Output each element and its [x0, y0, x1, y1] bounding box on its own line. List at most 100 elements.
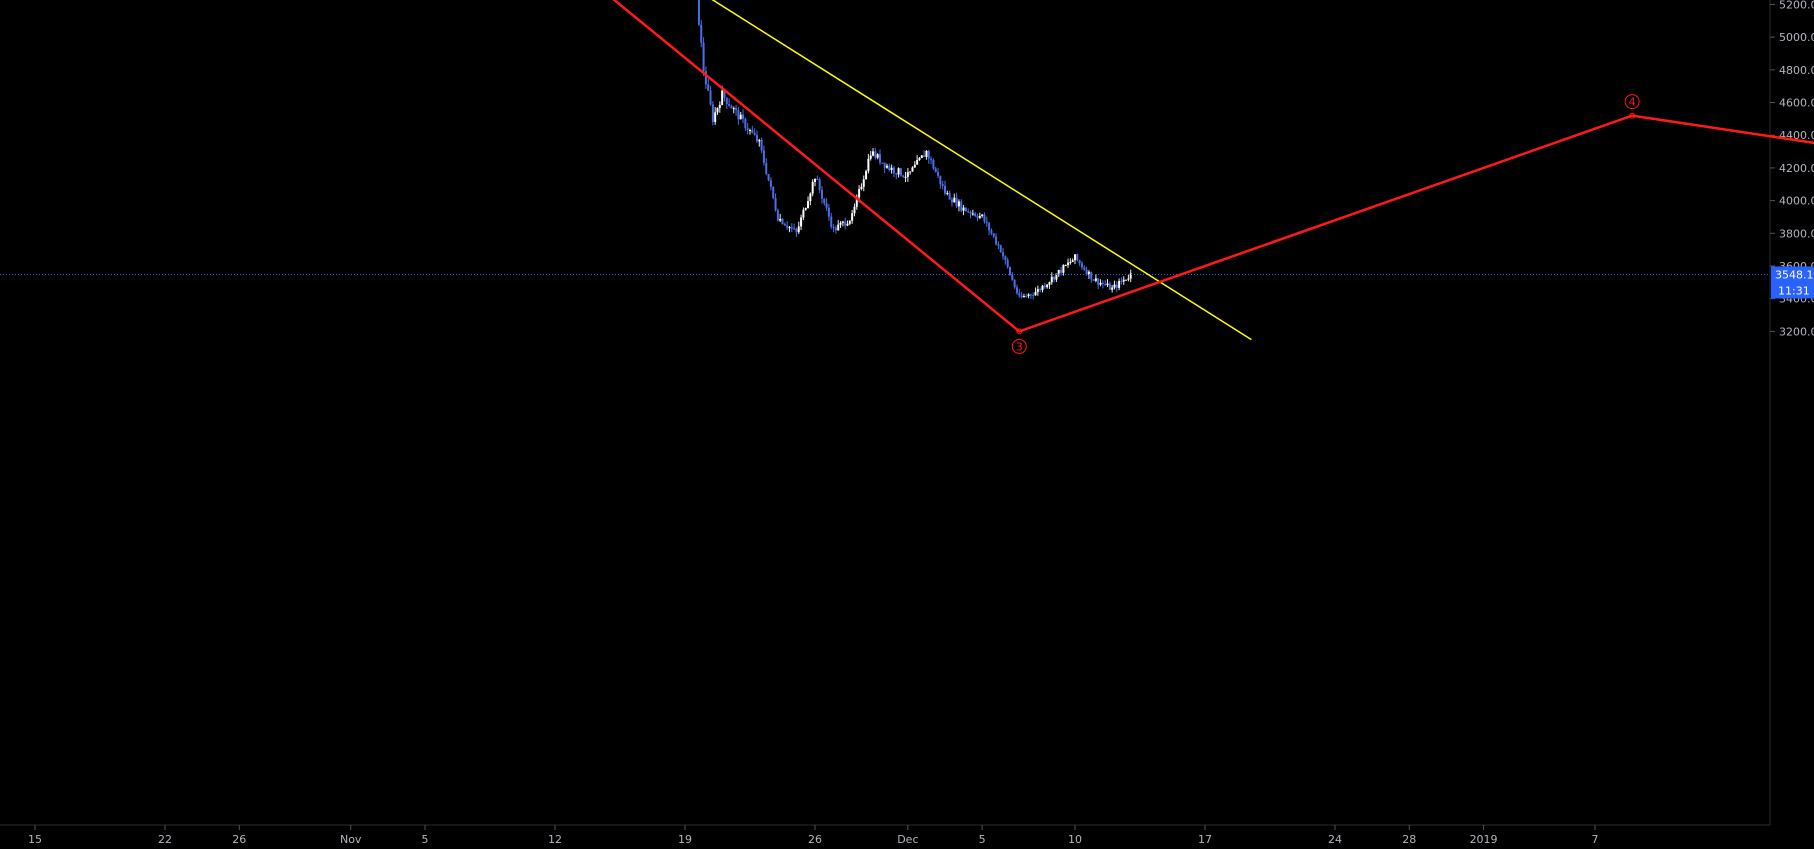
wave-label-3: 3: [1016, 340, 1023, 353]
candle-body: [1087, 271, 1090, 275]
candle-body: [890, 167, 893, 171]
candle-body: [751, 130, 754, 133]
candle-body: [923, 155, 926, 157]
candle-body: [1122, 279, 1125, 282]
candle-body: [911, 167, 914, 172]
candle-body: [769, 180, 772, 187]
candle-body: [795, 228, 798, 233]
candle-body: [1115, 284, 1118, 288]
time-tick-label: 26: [808, 833, 822, 846]
time-tick-label: 15: [28, 833, 42, 846]
candle-body: [946, 192, 949, 194]
countdown-badge: [1771, 282, 1814, 299]
candle-body: [1043, 285, 1046, 288]
candle-body: [888, 165, 891, 171]
candle-body: [848, 220, 851, 224]
countdown-label: 11:31: [1778, 284, 1810, 297]
candle-body: [909, 171, 912, 173]
candle-body: [781, 218, 784, 225]
candle-body: [702, 42, 705, 72]
candle-body: [930, 158, 933, 161]
red-elliott-wave[interactable]: [16, 0, 1814, 333]
wave-label-circle[interactable]: [1011, 338, 1027, 354]
candle-body: [772, 186, 775, 198]
candle-body: [814, 179, 816, 182]
time-tick-label: 5: [422, 833, 429, 846]
candle-body: [723, 90, 726, 98]
candle-body: [753, 132, 756, 135]
price-tick-label: 4200.0: [1779, 162, 1814, 175]
candle-body: [732, 108, 735, 110]
candle-body: [944, 185, 946, 194]
time-tick-label: 7: [1592, 833, 1599, 846]
candle-body: [974, 213, 977, 217]
candle-body: [839, 222, 842, 225]
candle-body: [825, 203, 828, 208]
candle-body: [1032, 295, 1035, 297]
candle-body: [862, 179, 865, 187]
current-price-label: 3548.1: [1775, 268, 1814, 281]
candle-body: [916, 159, 919, 165]
candle-body: [711, 104, 714, 123]
candle-body: [1111, 287, 1114, 290]
time-tick-label: 22: [158, 833, 172, 846]
candle-body: [976, 216, 979, 218]
candle-body: [786, 225, 789, 228]
candle-body: [767, 173, 770, 181]
candle-body: [990, 230, 993, 234]
candle-body: [1120, 280, 1123, 282]
candle-body: [1099, 282, 1102, 285]
candle-body: [895, 173, 898, 175]
candle-body: [1113, 284, 1116, 288]
price-tick-label: 4800.0: [1779, 64, 1814, 77]
candle-body: [997, 244, 1000, 246]
time-tick-label: 26: [232, 833, 246, 846]
candle-body: [950, 199, 953, 203]
time-tick-label: 5: [979, 833, 986, 846]
candle-body: [953, 197, 956, 203]
candle-body: [1050, 276, 1053, 283]
candle-body: [807, 201, 810, 209]
candle-body: [941, 184, 944, 186]
candle-body: [790, 227, 793, 229]
time-tick-label: 17: [1198, 833, 1212, 846]
candle-body: [809, 193, 812, 202]
candle-body: [1041, 285, 1044, 291]
candle-body: [851, 213, 854, 221]
candle-body: [1101, 282, 1104, 285]
candle-body: [1006, 259, 1009, 268]
candle-body: [1108, 283, 1111, 290]
candle-body: [1062, 265, 1065, 273]
candle-body: [1002, 252, 1005, 257]
candle-body: [964, 207, 967, 212]
candle-body: [876, 154, 879, 158]
candle-body: [797, 226, 800, 233]
candle-body: [804, 208, 807, 210]
wave-label-circle[interactable]: [1624, 94, 1640, 110]
candle-body: [883, 162, 886, 168]
candle-body: [971, 213, 974, 215]
candle-body: [1080, 263, 1083, 268]
candle-body: [846, 223, 849, 226]
candle-body: [1048, 282, 1051, 285]
candle-body: [1053, 276, 1056, 280]
time-tick-label: Dec: [897, 833, 918, 846]
candle-body: [892, 167, 895, 174]
candle-body: [837, 224, 840, 231]
candle-body: [897, 168, 900, 175]
candle-body: [960, 201, 963, 211]
candle-body: [1085, 269, 1088, 275]
candle-body: [885, 165, 888, 168]
candle-body: [1094, 278, 1097, 281]
candle-body: [1034, 291, 1037, 296]
candle-body: [969, 211, 972, 214]
candle-body: [844, 221, 847, 226]
candle-body: [874, 151, 877, 158]
candle-body: [725, 97, 728, 105]
candle-body: [820, 189, 823, 199]
yellow-trendline[interactable]: [30, 0, 1252, 341]
candle-body: [1018, 293, 1021, 296]
candle-body: [721, 90, 724, 105]
